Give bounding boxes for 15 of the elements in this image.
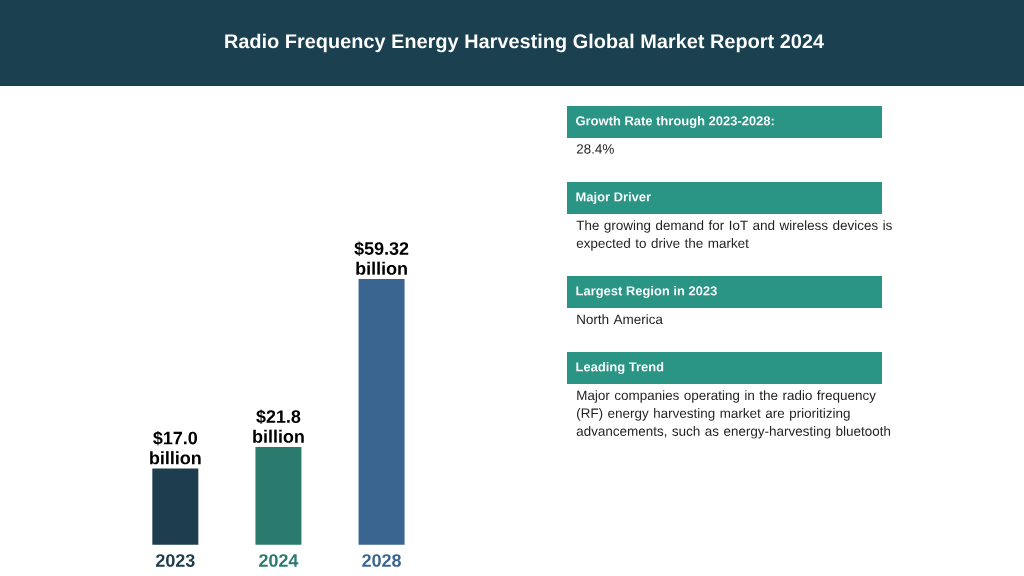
text: Growth Rate through 2023-2028: [576, 115, 774, 129]
data-label: $17.0 billion [150, 430, 201, 465]
x-tick-label: 2024 [259, 554, 299, 567]
text: North America [577, 314, 663, 325]
data-label: $21.8 billion [253, 409, 304, 443]
text: Major Driver [576, 191, 651, 205]
data-label: $59.32 billion [354, 241, 409, 275]
text: The growing demand for IoT and wireless devices is expected to drive the market [576, 220, 892, 251]
text: Radio Frequency Energy Harvesting Global Market Report 2024 [225, 33, 824, 53]
x-tick-label: 2028 [362, 554, 401, 567]
x-tick-label: 2023 [156, 554, 195, 567]
text: Largest Region in 2023 [576, 285, 717, 299]
text: Major companies operating in the radio frequency (RF) energy harvesting market are prioritizing advancements, such as energy-harvesting bluetooth [576, 390, 891, 439]
text: Leading Trend [576, 361, 664, 375]
text: 28.4% [576, 144, 614, 154]
